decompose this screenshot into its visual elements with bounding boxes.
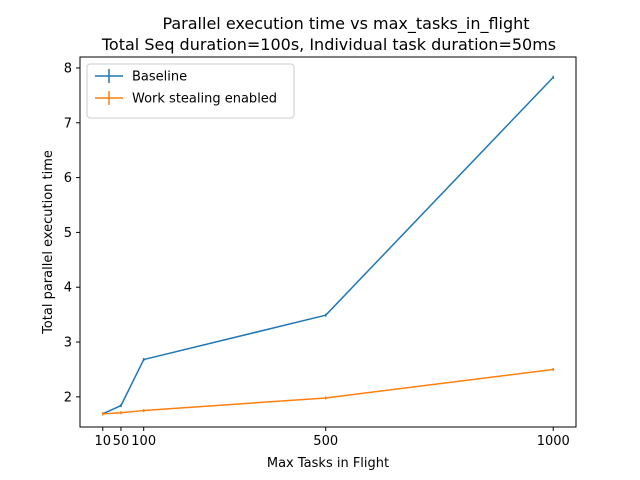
- y-tick-label: 5: [64, 226, 72, 241]
- plot-area: [79, 56, 577, 428]
- y-tick-label: 7: [64, 116, 72, 131]
- x-axis-label: Max Tasks in Flight: [267, 456, 389, 471]
- y-tick-label: 6: [64, 171, 72, 186]
- x-tick-label: 10: [94, 434, 111, 449]
- x-tick-label: 50: [113, 434, 130, 449]
- x-tick-label: 500: [313, 434, 338, 449]
- x-tick-label: 1000: [537, 434, 570, 449]
- y-tick-label: 2: [64, 390, 72, 405]
- y-axis-ticks: 2 3 4 5 6 7 8: [64, 61, 80, 405]
- chart-title: Parallel execution time vs max_tasks_in_…: [162, 14, 529, 34]
- y-tick-label: 3: [64, 336, 72, 351]
- legend-label: Work stealing enabled: [132, 92, 277, 107]
- plot-frame: [79, 56, 577, 428]
- y-axis-label: Total parallel execution time: [41, 150, 56, 335]
- x-axis-ticks: 10 50 100 500 1000: [94, 427, 570, 449]
- legend-label: Baseline: [132, 70, 187, 85]
- x-tick-label: 100: [131, 434, 156, 449]
- y-tick-label: 4: [64, 281, 72, 296]
- y-tick-label: 8: [64, 61, 72, 76]
- legend: Baseline Work stealing enabled: [86, 63, 295, 119]
- chart-subtitle: Total Seq duration=100s, Individual task…: [101, 35, 556, 54]
- series-lines: [101, 75, 555, 416]
- legend-box: [86, 63, 295, 119]
